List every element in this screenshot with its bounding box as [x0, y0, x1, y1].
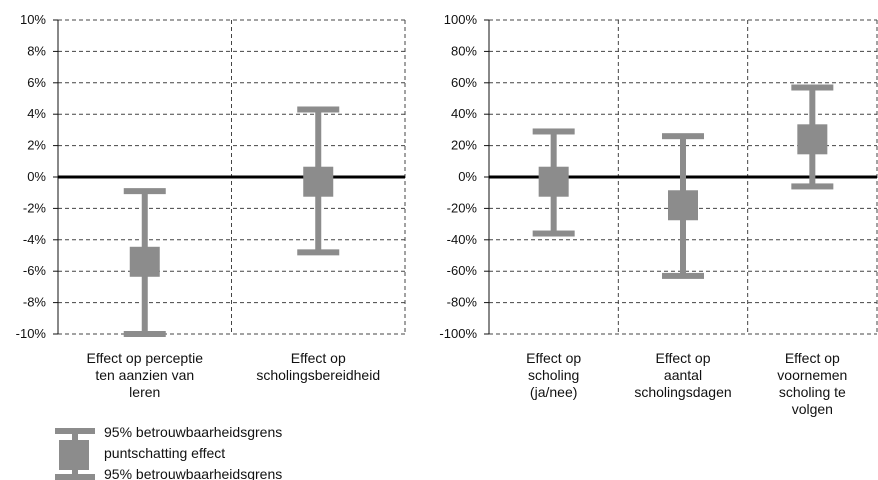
category-label-line: Effect op [291, 350, 346, 366]
y-tick-label: -20% [447, 200, 478, 215]
y-tick-label: -80% [447, 295, 478, 310]
y-tick-label: -6% [23, 263, 47, 278]
ci-lower-cap [297, 249, 340, 256]
y-tick-label: 8% [27, 43, 46, 58]
ci-upper-cap [662, 133, 704, 140]
ci-lower-cap [791, 183, 834, 190]
category-label: Effect op perceptie ten aanzien van leren [87, 350, 204, 400]
legend-lower-label: 95% betrouwbaarheidsgrens [104, 466, 282, 480]
y-tick-label: 6% [27, 75, 46, 90]
category-label: Effect op scholingsbereidheid [256, 350, 380, 383]
category-label-line: scholing te [779, 384, 846, 400]
point-estimate-marker [538, 166, 569, 197]
category-label-line: leren [129, 384, 160, 400]
point-estimate-marker [797, 124, 828, 155]
category-label-line: voornemen [777, 367, 847, 383]
y-tick-label: -100% [439, 326, 477, 341]
y-tick-label: -60% [447, 263, 478, 278]
y-tick-label: 40% [451, 106, 477, 121]
legend-estimate-mark [59, 440, 89, 470]
ci-upper-cap [123, 188, 166, 195]
y-tick-label: 60% [451, 75, 477, 90]
category-label-line: aantal [664, 367, 702, 383]
y-tick-label: -8% [23, 295, 47, 310]
category-label-line: scholingsbereidheid [256, 367, 380, 383]
left-panel: 10% 8% 6% 4% 2% 0% -2% -4% -6% -8% -10% Effect op p… [16, 12, 406, 400]
y-tick-label: 80% [451, 43, 477, 58]
category-label-line: Effect op [785, 350, 840, 366]
y-tick-label: 2% [27, 138, 46, 153]
point-estimate-marker [668, 190, 698, 221]
category-label: Effect op scholing (ja/nee) [526, 350, 581, 400]
ci-upper-cap [297, 106, 340, 113]
right-panel: 100% 80% 60% 40% 20% 0% -20% -40% -60% -80% -100% E… [439, 12, 878, 417]
point-estimate-marker [303, 166, 334, 197]
ci-lower-cap [662, 272, 704, 279]
y-tick-label: -10% [16, 326, 47, 341]
ci-upper-cap [532, 128, 575, 135]
ci-lower-cap [532, 230, 575, 237]
category-label-line: volgen [792, 401, 833, 417]
ci-upper-cap [791, 84, 834, 91]
y-tick-label: -40% [447, 232, 478, 247]
y-tick-label: 100% [444, 12, 478, 27]
category-label-line: Effect op [655, 350, 710, 366]
category-label-line: Effect op perceptie [87, 350, 204, 366]
category-label: Effect op voornemen scholing te volgen [777, 350, 847, 417]
category-label-line: scholing [528, 367, 579, 383]
category-label-line: (ja/nee) [530, 384, 577, 400]
category-label: Effect op aantal scholingsdagen [634, 350, 731, 400]
y-tick-label: 10% [20, 12, 46, 27]
y-tick-label: -2% [23, 200, 47, 215]
y-tick-label: 0% [458, 169, 477, 184]
category-label-line: scholingsdagen [634, 384, 731, 400]
y-tick-label: 0% [27, 169, 46, 184]
legend-estimate-label: puntschatting effect [104, 445, 225, 461]
category-label-line: Effect op [526, 350, 581, 366]
y-tick-label: 4% [27, 106, 46, 121]
y-tick-label: 20% [451, 138, 477, 153]
y-tick-label: -4% [23, 232, 47, 247]
category-label-line: ten aanzien van [95, 367, 194, 383]
ci-lower-cap [123, 331, 166, 337]
legend: 95% betrouwbaarheidsgrens puntschatting … [55, 424, 282, 480]
point-estimate-marker [129, 246, 160, 277]
legend-upper-label: 95% betrouwbaarheidsgrens [104, 424, 282, 440]
legend-lower-bound-mark [55, 474, 95, 480]
